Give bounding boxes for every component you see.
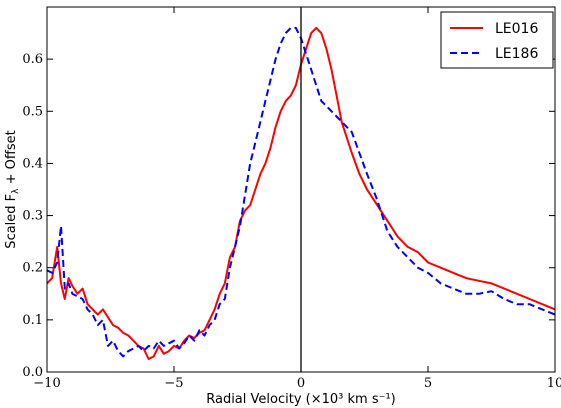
- y-tick-label: 0.5: [22, 104, 43, 119]
- x-tick-label: 10: [547, 376, 561, 391]
- legend-label-le016: LE016: [495, 21, 538, 37]
- plot-frame: [46, 6, 556, 373]
- series-layer: [46, 26, 556, 360]
- legend-box: [440, 11, 554, 69]
- y-tick-label: 0.1: [22, 313, 43, 328]
- x-tick-label: −10: [33, 376, 60, 391]
- y-tick-label: 0.3: [22, 209, 43, 224]
- y-tick-label: 0.2: [22, 261, 43, 276]
- legend: LE016 LE186: [440, 11, 554, 69]
- series-line-le016: [46, 26, 556, 360]
- y-tick-label: 0.0: [22, 365, 43, 380]
- y-axis-label-main: Scaled F: [4, 194, 19, 249]
- series-line-le186: [46, 26, 556, 358]
- y-axis-label-subscript: λ: [11, 188, 21, 194]
- x-tick-label: 5: [424, 376, 432, 391]
- y-axis-label: Scaled Fλ + Offset: [4, 130, 21, 248]
- legend-label-le186: LE186: [495, 46, 538, 62]
- y-tick-label: 0.4: [22, 156, 43, 171]
- x-axis-label: Radial Velocity (×10³ km s⁻¹): [206, 392, 396, 407]
- y-axis-label-suffix: + Offset: [4, 130, 19, 188]
- x-tick-label: −5: [164, 376, 183, 391]
- y-tick-label: 0.6: [22, 52, 43, 67]
- x-tick-label: 0: [297, 376, 305, 391]
